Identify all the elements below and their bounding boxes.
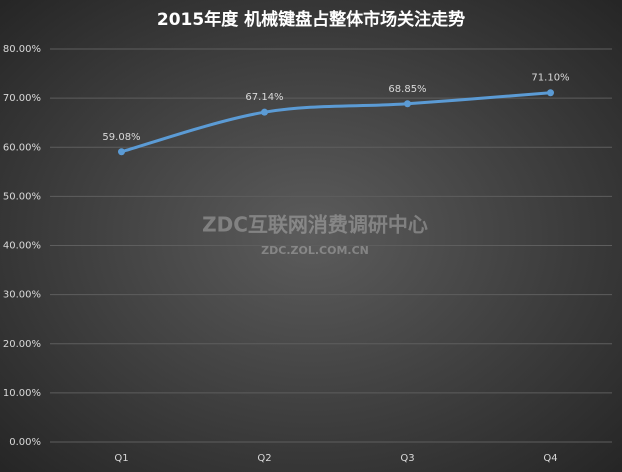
y-tick-label: 10.00% bbox=[3, 388, 41, 399]
data-label: 67.14% bbox=[245, 92, 283, 103]
marker bbox=[404, 100, 411, 108]
marker bbox=[261, 108, 268, 116]
data-label: 68.85% bbox=[388, 84, 426, 95]
y-tick-label: 70.00% bbox=[3, 93, 41, 104]
y-tick-label: 30.00% bbox=[3, 290, 41, 301]
y-tick-label: 60.00% bbox=[3, 142, 41, 153]
x-tick-label: Q4 bbox=[543, 453, 557, 464]
x-tick-label: Q1 bbox=[114, 453, 128, 464]
watermark-url: ZDC.ZOL.COM.CN bbox=[261, 244, 369, 257]
y-tick-label: 0.00% bbox=[9, 437, 41, 448]
x-tick-label: Q2 bbox=[257, 453, 271, 464]
data-label: 71.10% bbox=[531, 73, 569, 84]
line bbox=[120, 91, 552, 154]
data-label: 59.08% bbox=[102, 132, 140, 143]
watermark: ZDC互联网消费调研中心 bbox=[202, 213, 428, 237]
y-tick-label: 40.00% bbox=[3, 241, 41, 252]
chart-title: 2015年度 机械键盘占整体市场关注走势 bbox=[157, 9, 465, 30]
y-tick-label: 80.00% bbox=[3, 44, 41, 55]
x-tick-label: Q3 bbox=[400, 453, 414, 464]
y-tick-label: 20.00% bbox=[3, 339, 41, 350]
y-tick-label: 50.00% bbox=[3, 191, 41, 202]
marker bbox=[118, 148, 125, 156]
marker bbox=[547, 89, 554, 97]
